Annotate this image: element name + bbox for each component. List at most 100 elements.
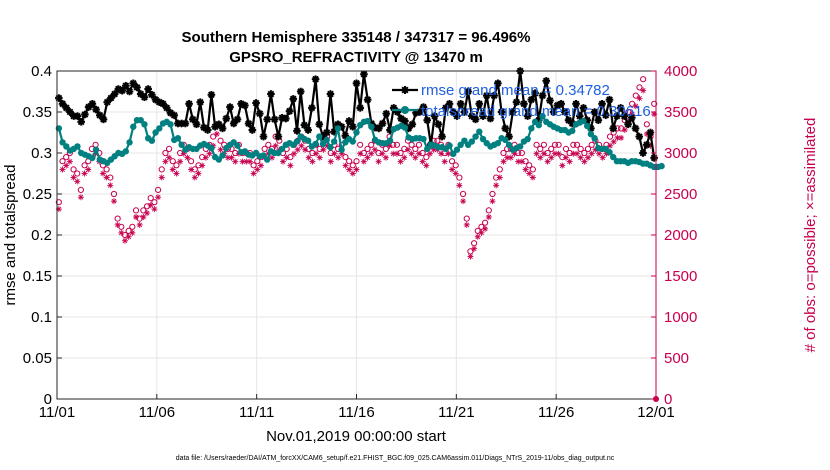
y2-tick-label: 0 <box>664 391 672 408</box>
rmse-point <box>512 98 521 106</box>
spread-point <box>338 146 345 153</box>
obs-assimilated-marker <box>544 158 551 165</box>
rmse-point <box>185 100 193 108</box>
rmse-point <box>601 111 610 120</box>
obs-possible-marker <box>452 162 459 169</box>
x-tick-label: 12/01 <box>637 404 675 421</box>
obs-assimilated-marker <box>599 154 606 161</box>
obs-possible-marker <box>459 190 467 198</box>
rmse-point <box>308 104 316 112</box>
obs-assimilated-marker <box>280 158 287 165</box>
rmse-point <box>520 100 528 108</box>
obs-possible-marker <box>74 170 81 177</box>
rmse-point <box>326 90 335 98</box>
spread-point <box>174 135 182 142</box>
obs-possible-marker <box>59 158 66 165</box>
y2-tick-label: 3500 <box>664 104 697 121</box>
obs-assimilated-marker <box>504 154 511 161</box>
rmse-point <box>486 114 495 123</box>
rmse-point <box>475 100 484 108</box>
obs-possible-marker <box>397 149 404 157</box>
obs-assimilated-marker <box>257 162 264 169</box>
obs-possible-marker <box>632 92 639 99</box>
rmse-point <box>226 103 234 111</box>
obs-assimilated-marker <box>566 158 573 165</box>
obs-assimilated-marker <box>632 103 639 110</box>
spread-point <box>364 117 371 125</box>
spread-point <box>472 133 479 140</box>
obs-assimilated-marker <box>250 170 257 177</box>
obs-assimilated-marker <box>327 158 334 165</box>
obs-assimilated-marker <box>456 182 463 189</box>
obs-possible-marker <box>434 137 441 144</box>
spread-point <box>126 139 133 146</box>
rmse-point <box>639 149 647 157</box>
obs-assimilated-marker <box>640 87 647 94</box>
x-axis-label: Nov.01,2019 00:00:00 start <box>266 428 447 445</box>
obs-assimilated-marker <box>66 158 73 165</box>
spread-point <box>215 156 223 163</box>
obs-possible-marker <box>129 223 136 230</box>
y-tick-label: 0.3 <box>31 145 52 162</box>
rmse-point <box>218 124 227 133</box>
rmse-point <box>572 100 580 108</box>
spread-point <box>587 130 595 138</box>
rmse-point <box>122 81 130 90</box>
rmse-point <box>360 70 368 79</box>
obs-possible-marker <box>448 158 456 165</box>
obs-possible-marker <box>265 141 272 148</box>
obs-possible-marker <box>173 162 180 169</box>
obs-possible-marker <box>132 207 140 214</box>
rmse-point <box>423 116 431 124</box>
obs-assimilated-marker <box>548 154 555 161</box>
obs-assimilated-marker <box>610 138 617 145</box>
rmse-point <box>605 95 614 104</box>
obs-assimilated-marker <box>618 134 625 141</box>
obs-possible-marker <box>360 149 367 157</box>
rmse-point <box>549 108 558 116</box>
x-tick-label: 11/16 <box>338 404 374 421</box>
spread-point <box>420 135 427 143</box>
spread-point <box>606 148 613 156</box>
rmse-point <box>642 141 651 149</box>
rmse-point <box>322 128 331 137</box>
spread-point <box>658 162 665 170</box>
spread-point <box>323 136 330 144</box>
obs-possible-marker <box>81 162 88 169</box>
spread-point <box>275 149 282 157</box>
rmse-point <box>594 116 603 124</box>
rmse-point <box>311 75 320 83</box>
obs-possible-marker <box>522 158 529 165</box>
rmse-point <box>624 120 632 129</box>
obs-possible-marker <box>651 100 658 107</box>
rmse-point <box>207 90 216 99</box>
obs-assimilated-marker <box>397 158 404 165</box>
rmse-point <box>263 115 272 124</box>
rmse-point <box>267 90 275 98</box>
obs-assimilated-marker <box>291 150 298 157</box>
obs-possible-marker <box>581 149 588 157</box>
obs-assimilated-marker <box>129 229 136 236</box>
y2-tick-label: 2000 <box>664 227 697 244</box>
rmse-point <box>613 112 621 120</box>
obs-possible-marker <box>349 162 356 169</box>
spread-point <box>137 117 144 124</box>
spread-point <box>569 127 576 135</box>
rmse-point <box>538 91 547 100</box>
spread-point <box>461 137 468 144</box>
rmse-point <box>557 100 565 108</box>
rmse-point <box>531 89 539 97</box>
obs-assimilated-marker <box>302 146 309 153</box>
spread-point <box>319 140 327 148</box>
obs-possible-marker <box>393 141 401 148</box>
obs-possible-marker <box>518 149 525 157</box>
spread-point <box>494 139 502 147</box>
obs-assimilated-marker <box>294 146 301 153</box>
obs-assimilated-marker <box>331 150 338 157</box>
obs-assimilated-marker <box>533 150 540 157</box>
spread-point <box>59 139 66 146</box>
obs-assimilated-marker <box>375 158 382 165</box>
rmse-point <box>575 112 584 120</box>
obs-possible-marker <box>423 154 430 161</box>
